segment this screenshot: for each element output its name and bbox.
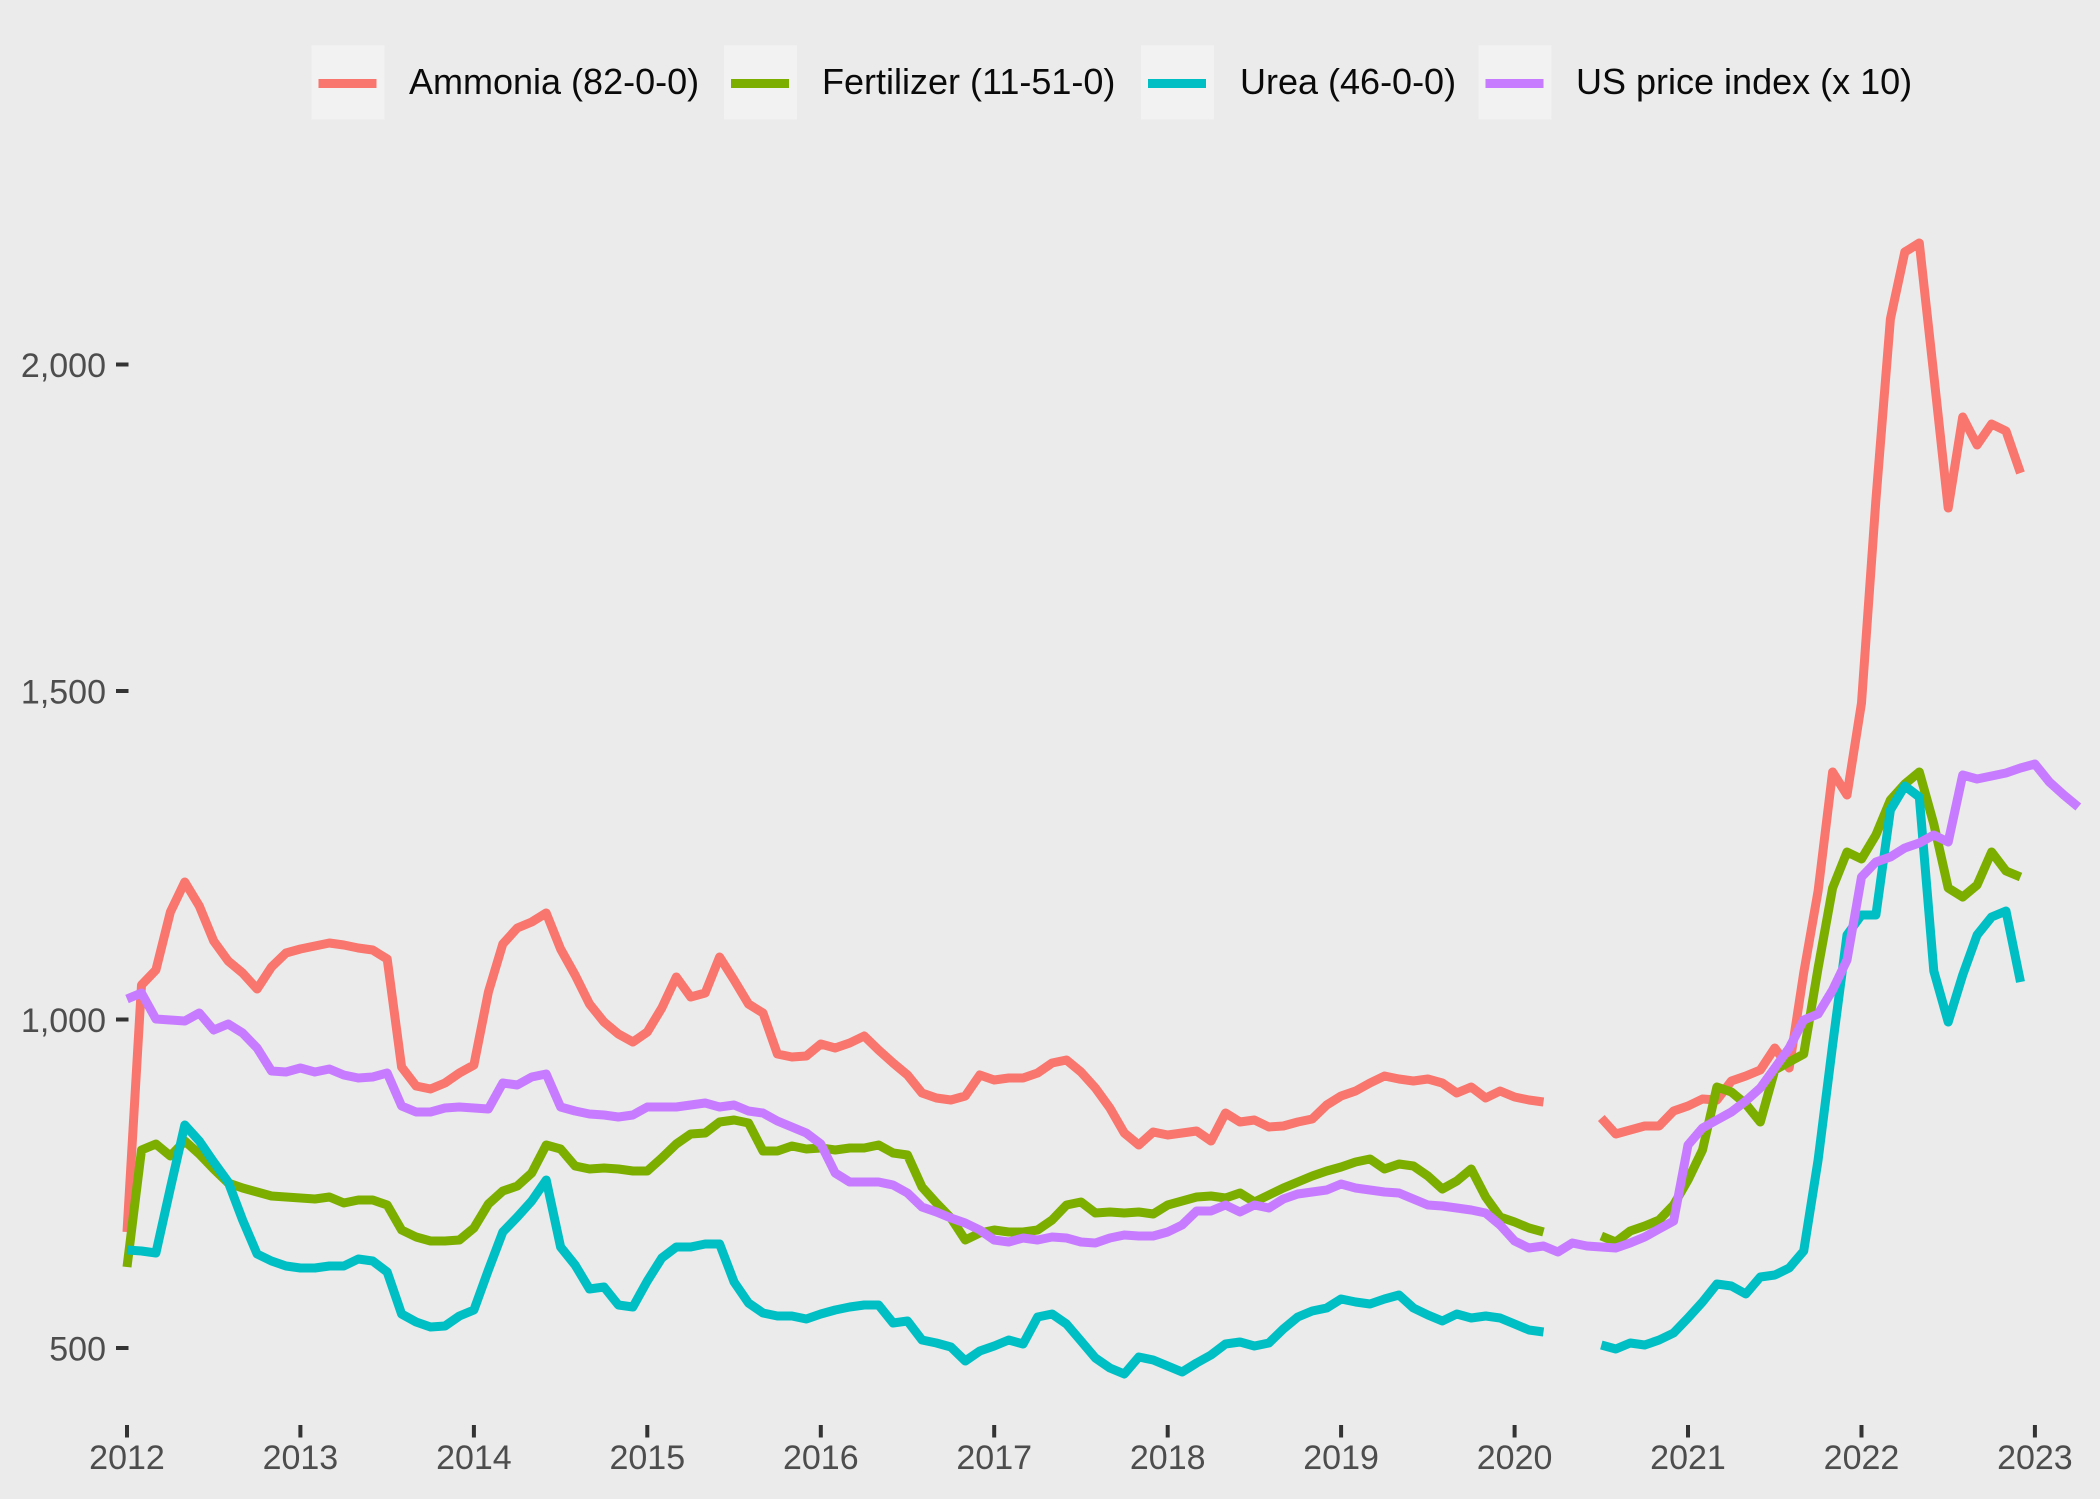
svg-text:2023: 2023 — [1997, 1439, 2073, 1477]
svg-text:1,000: 1,000 — [21, 1002, 106, 1040]
svg-text:1,500: 1,500 — [21, 674, 106, 712]
svg-text:2012: 2012 — [89, 1439, 165, 1477]
svg-text:2021: 2021 — [1650, 1439, 1726, 1477]
svg-text:2017: 2017 — [956, 1439, 1032, 1477]
svg-text:US price index (x 10): US price index (x 10) — [1576, 61, 1912, 102]
svg-text:500: 500 — [49, 1331, 106, 1369]
svg-text:Ammonia (82-0-0): Ammonia (82-0-0) — [409, 61, 699, 102]
svg-text:2018: 2018 — [1130, 1439, 1206, 1477]
svg-text:2013: 2013 — [263, 1439, 339, 1477]
svg-text:2,000: 2,000 — [21, 347, 106, 385]
svg-text:2022: 2022 — [1824, 1439, 1900, 1477]
svg-text:2019: 2019 — [1303, 1439, 1379, 1477]
svg-text:2014: 2014 — [436, 1439, 512, 1477]
svg-text:Urea (46-0-0): Urea (46-0-0) — [1240, 61, 1456, 102]
svg-text:Fertilizer (11-51-0): Fertilizer (11-51-0) — [822, 61, 1115, 102]
svg-text:2016: 2016 — [783, 1439, 859, 1477]
svg-text:2015: 2015 — [609, 1439, 685, 1477]
svg-text:2020: 2020 — [1477, 1439, 1553, 1477]
